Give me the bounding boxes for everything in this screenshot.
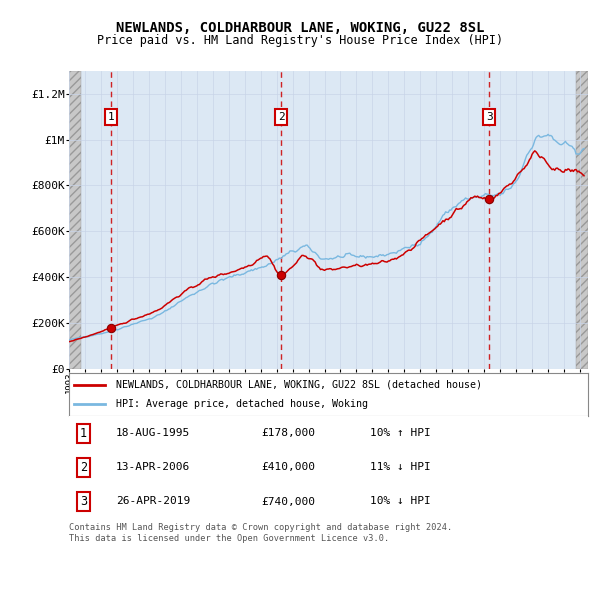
Text: 2: 2 [80,461,87,474]
Text: 26-APR-2019: 26-APR-2019 [116,497,190,506]
Text: 1: 1 [107,112,114,122]
Text: Price paid vs. HM Land Registry's House Price Index (HPI): Price paid vs. HM Land Registry's House … [97,34,503,47]
Text: 13-APR-2006: 13-APR-2006 [116,463,190,472]
Text: 10% ↓ HPI: 10% ↓ HPI [370,497,431,506]
Text: 10% ↑ HPI: 10% ↑ HPI [370,428,431,438]
Text: Contains HM Land Registry data © Crown copyright and database right 2024.
This d: Contains HM Land Registry data © Crown c… [69,523,452,543]
Text: 2: 2 [278,112,284,122]
Text: NEWLANDS, COLDHARBOUR LANE, WOKING, GU22 8SL (detached house): NEWLANDS, COLDHARBOUR LANE, WOKING, GU22… [116,380,482,390]
Text: £178,000: £178,000 [261,428,315,438]
Text: £740,000: £740,000 [261,497,315,506]
Text: 3: 3 [80,495,87,508]
Bar [69,71,81,369]
Text: 11% ↓ HPI: 11% ↓ HPI [370,463,431,472]
Text: £410,000: £410,000 [261,463,315,472]
Text: 18-AUG-1995: 18-AUG-1995 [116,428,190,438]
Bar [576,71,588,369]
Text: HPI: Average price, detached house, Woking: HPI: Average price, detached house, Woki… [116,399,368,409]
Text: 3: 3 [486,112,493,122]
Text: 1: 1 [80,427,87,440]
Text: NEWLANDS, COLDHARBOUR LANE, WOKING, GU22 8SL: NEWLANDS, COLDHARBOUR LANE, WOKING, GU22… [116,21,484,35]
